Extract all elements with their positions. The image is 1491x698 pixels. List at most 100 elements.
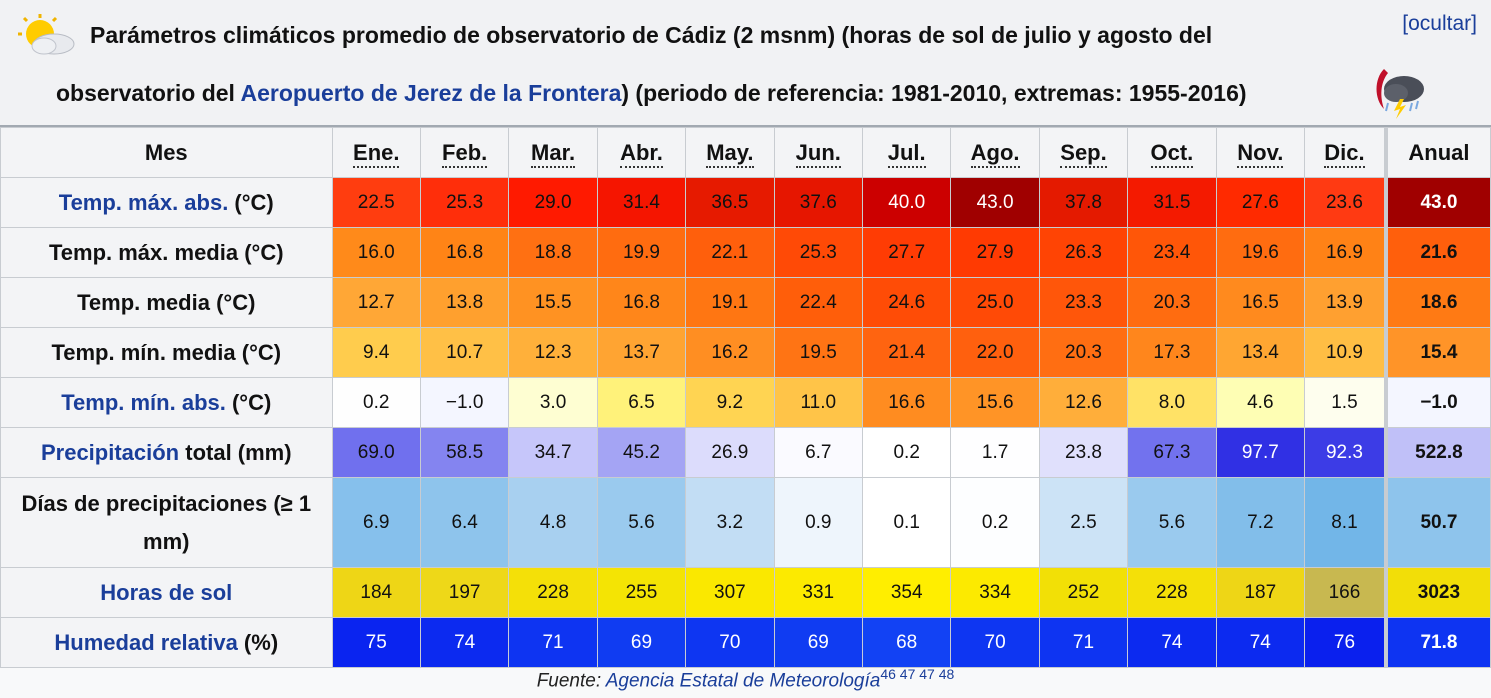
- value-cell: 22.4: [773, 277, 863, 328]
- value-cell: 1.7: [950, 427, 1040, 478]
- value-cell: 70: [950, 617, 1040, 668]
- value-cell: 13.7: [596, 327, 687, 378]
- value-cell: 69: [773, 617, 863, 668]
- value-cell: 3.0: [508, 377, 598, 428]
- source-note: Fuente: Agencia Estatal de Meteorología4…: [0, 666, 1491, 692]
- header-month[interactable]: Oct.: [1127, 127, 1217, 178]
- airport-link[interactable]: Aeropuerto de Jerez de la Frontera: [240, 80, 622, 106]
- value-cell: 68: [861, 617, 952, 668]
- row-label-unit: (°C): [225, 389, 272, 415]
- value-cell: 27.6: [1215, 177, 1306, 228]
- header-month[interactable]: Nov.: [1215, 127, 1306, 178]
- value-cell: 228: [1127, 567, 1217, 618]
- value-cell: 15.5: [508, 277, 598, 328]
- row-label-unit: (°C): [228, 189, 274, 215]
- source-references[interactable]: 46 47 47 48: [880, 666, 955, 682]
- value-cell: 22.5: [331, 177, 421, 228]
- annual-cell: 18.6: [1383, 277, 1491, 328]
- row-label-link[interactable]: Humedad relativa: [54, 629, 238, 655]
- row-label-link[interactable]: Temp. máx. abs.: [58, 189, 229, 215]
- value-cell: 5.6: [596, 477, 687, 568]
- value-cell: 307: [685, 567, 775, 618]
- value-cell: 19.9: [596, 227, 687, 278]
- table-row: Horas de sol 184 197 228 255 307 331 354 334 252 2…: [0, 567, 1491, 618]
- value-cell: 2.5: [1038, 477, 1129, 568]
- caption-line-1: Parámetros climáticos promedio de observ…: [90, 22, 1213, 48]
- annual-cell: 15.4: [1383, 327, 1491, 378]
- table-row: Precipitación total (mm) 69.0 58.5 34.7 45.2…: [0, 427, 1491, 478]
- climate-data-table: Mes Ene. Feb. Mar. Abr. May. Jun. Jul. A…: [0, 127, 1491, 668]
- header-month[interactable]: Sep.: [1038, 127, 1129, 178]
- header-month[interactable]: Mar.: [508, 127, 598, 178]
- value-cell: 58.5: [419, 427, 510, 478]
- row-label: Temp. mín. media (°C): [0, 327, 333, 378]
- header-month[interactable]: May.: [685, 127, 775, 178]
- value-cell: 19.5: [773, 327, 863, 378]
- row-label: Horas de sol: [0, 567, 333, 618]
- value-cell: 22.0: [950, 327, 1040, 378]
- annual-cell: 522.8: [1383, 427, 1491, 478]
- hide-toggle-link[interactable]: [ocultar]: [1402, 12, 1477, 35]
- value-cell: 15.6: [950, 377, 1040, 428]
- value-cell: 6.4: [419, 477, 510, 568]
- value-cell: 21.4: [861, 327, 952, 378]
- value-cell: 187: [1215, 567, 1306, 618]
- header-month[interactable]: Dic.: [1304, 127, 1387, 178]
- row-label: Temp. media (°C): [0, 277, 333, 328]
- header-month[interactable]: Jun.: [773, 127, 863, 178]
- header-month[interactable]: Feb.: [419, 127, 510, 178]
- value-cell: 252: [1038, 567, 1129, 618]
- header-month[interactable]: Abr.: [596, 127, 687, 178]
- value-cell: 12.3: [508, 327, 598, 378]
- header-month[interactable]: Ene.: [331, 127, 421, 178]
- value-cell: 25.3: [419, 177, 510, 228]
- row-label-link[interactable]: Temp. mín. abs.: [61, 389, 226, 415]
- value-cell: 23.8: [1038, 427, 1129, 478]
- table-row: Temp. máx. abs. (°C) 22.5 25.3 29.0 31.4 36.5…: [0, 177, 1491, 228]
- value-cell: 16.5: [1215, 277, 1306, 328]
- value-cell: 29.0: [508, 177, 598, 228]
- value-cell: 31.4: [596, 177, 687, 228]
- value-cell: 37.8: [1038, 177, 1129, 228]
- aemet-link[interactable]: Agencia Estatal de Meteorología: [605, 670, 881, 692]
- value-cell: 23.3: [1038, 277, 1129, 328]
- value-cell: 74: [419, 617, 510, 668]
- row-label-link[interactable]: Horas de sol: [100, 579, 233, 605]
- value-cell: 19.6: [1215, 227, 1306, 278]
- source-prefix: Fuente:: [536, 670, 606, 692]
- value-cell: 228: [508, 567, 598, 618]
- header-month[interactable]: Ago.: [950, 127, 1040, 178]
- value-cell: 13.9: [1304, 277, 1387, 328]
- header-month[interactable]: Jul.: [861, 127, 952, 178]
- value-cell: 6.7: [773, 427, 863, 478]
- value-cell: 16.8: [419, 227, 510, 278]
- value-cell: 16.2: [685, 327, 775, 378]
- table-row: Humedad relativa (%) 75 74 71 69 70 69 68 70 71 74…: [0, 617, 1491, 668]
- row-label: Temp. mín. abs. (°C): [0, 377, 333, 428]
- storm-cloud-icon: [1376, 69, 1424, 119]
- value-cell: 0.2: [950, 477, 1040, 568]
- header-anual: Anual: [1383, 127, 1491, 178]
- value-cell: 16.6: [861, 377, 952, 428]
- value-cell: 3.2: [685, 477, 775, 568]
- value-cell: 184: [331, 567, 421, 618]
- value-cell: 24.6: [861, 277, 952, 328]
- value-cell: 18.8: [508, 227, 598, 278]
- value-cell: 27.9: [950, 227, 1040, 278]
- value-cell: 36.5: [685, 177, 775, 228]
- table-row: Días de precipitaciones (≥ 1 mm) 6.9 6.4 4.…: [0, 477, 1491, 568]
- annual-cell: 43.0: [1383, 177, 1491, 228]
- value-cell: 0.2: [861, 427, 952, 478]
- value-cell: 97.7: [1215, 427, 1306, 478]
- value-cell: 12.6: [1038, 377, 1129, 428]
- annual-cell: −1.0: [1383, 377, 1491, 428]
- value-cell: 74: [1215, 617, 1306, 668]
- value-cell: 75: [331, 617, 421, 668]
- row-label-link[interactable]: Precipitación: [40, 439, 180, 465]
- value-cell: −1.0: [419, 377, 510, 428]
- value-cell: 354: [861, 567, 952, 618]
- value-cell: 69: [596, 617, 687, 668]
- value-cell: 12.7: [331, 277, 421, 328]
- caption-text-before-link: observatorio del: [56, 80, 241, 106]
- row-label: Temp. máx. media (°C): [0, 227, 333, 278]
